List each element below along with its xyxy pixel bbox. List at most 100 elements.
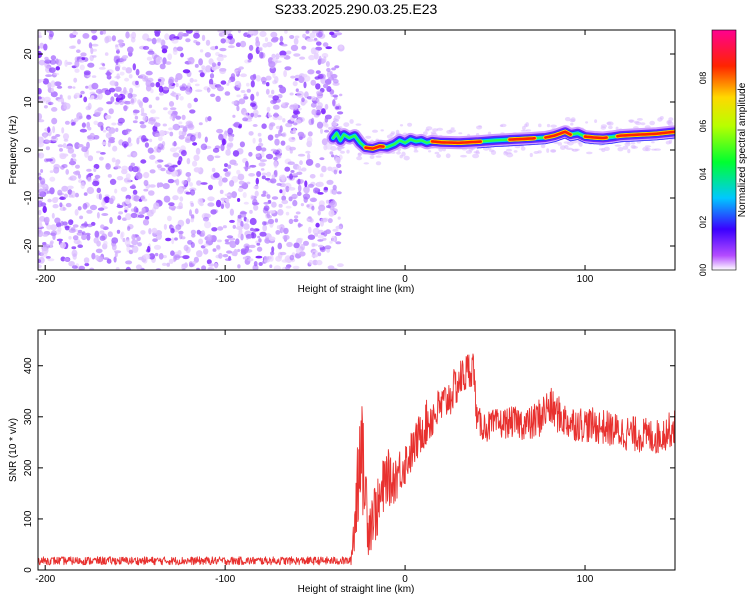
noise-speck <box>59 148 63 152</box>
noise-speck <box>253 113 258 118</box>
noise-speck <box>50 80 56 88</box>
noise-speck <box>184 124 191 129</box>
noise-speck <box>38 136 42 142</box>
noise-speck <box>229 180 235 187</box>
ridge-halo <box>505 148 513 152</box>
noise-speck <box>99 30 104 35</box>
noise-speck <box>43 43 48 51</box>
noise-speck <box>307 131 313 137</box>
noise-speck <box>115 267 120 270</box>
ridge-halo <box>636 118 643 121</box>
noise-speck <box>227 164 232 169</box>
ridge-halo <box>522 125 526 131</box>
noise-speck <box>211 62 217 68</box>
noise-speck <box>190 229 196 235</box>
noise-speck <box>86 209 93 214</box>
ridge-halo <box>355 123 362 126</box>
noise-speck <box>276 182 282 186</box>
noise-speck <box>166 262 170 267</box>
noise-speck <box>94 109 102 116</box>
colorbar-label: Normalized spectral amplitude <box>737 82 748 217</box>
noise-speck <box>168 202 175 207</box>
noise-speck <box>323 56 327 63</box>
colorbar-tick-label: 0.4 <box>698 168 708 181</box>
noise-speck <box>155 96 160 101</box>
noise-speck <box>49 187 55 195</box>
noise-speck <box>318 204 326 212</box>
noise-speck <box>198 70 204 73</box>
noise-speck <box>86 186 95 195</box>
noise-speck <box>243 93 247 97</box>
noise-speck <box>143 179 149 187</box>
noise-speck <box>80 181 85 190</box>
noise-speck <box>206 87 211 93</box>
noise-speck <box>42 78 50 85</box>
snr-plot <box>38 353 675 566</box>
noise-speck <box>196 250 203 258</box>
noise-speck <box>190 134 196 142</box>
noise-speck <box>85 85 89 89</box>
noise-speck <box>169 115 174 120</box>
noise-speck <box>292 81 298 87</box>
snr-ytick-label: 200 <box>23 459 34 476</box>
ridge-halo <box>567 141 574 146</box>
noise-speck <box>132 120 138 124</box>
noise-speck <box>263 259 271 263</box>
noise-speck <box>169 147 177 153</box>
noise-speck <box>69 175 77 181</box>
noise-speck <box>93 163 100 170</box>
noise-speck <box>220 80 227 85</box>
noise-speck <box>204 52 211 58</box>
noise-speck <box>170 228 175 234</box>
ridge-halo <box>564 117 571 122</box>
noise-speck <box>240 248 247 254</box>
colorbar: 0.0 0.2 0.4 0.6 0.8 Normalized spectral ampl… <box>698 29 748 276</box>
noise-speck <box>132 189 138 195</box>
noise-speck <box>288 218 294 225</box>
ridge-halo <box>500 123 507 128</box>
noise-speck <box>197 131 202 139</box>
noise-speck <box>221 138 226 146</box>
noise-speck <box>179 86 186 91</box>
noise-speck <box>274 60 282 63</box>
noise-speck <box>250 74 257 81</box>
noise-speck <box>67 95 72 100</box>
noise-speck <box>50 230 57 237</box>
noise-speck <box>213 172 220 178</box>
noise-speck <box>113 256 117 263</box>
noise-speck <box>249 164 257 168</box>
ridge-halo <box>396 151 401 155</box>
noise-speck <box>89 204 98 211</box>
noise-speck <box>317 234 324 239</box>
noise-speck <box>150 82 155 88</box>
ridge-halo <box>375 155 382 158</box>
noise-speck <box>132 152 137 157</box>
noise-speck <box>67 85 73 89</box>
ridge-halo <box>380 129 384 132</box>
noise-speck <box>186 157 191 165</box>
noise-speck <box>337 263 344 267</box>
noise-speck <box>227 33 233 40</box>
noise-speck <box>221 54 227 58</box>
noise-speck <box>142 219 150 226</box>
snr-ytick-label: 300 <box>23 408 34 425</box>
noise-speck <box>57 99 61 103</box>
noise-speck <box>91 43 99 47</box>
noise-speck <box>326 67 331 72</box>
noise-speck <box>255 145 262 151</box>
noise-speck <box>150 88 154 94</box>
noise-speck <box>148 228 152 235</box>
noise-speck <box>118 211 123 215</box>
noise-speck <box>185 191 191 195</box>
noise-speck <box>224 193 231 197</box>
noise-speck <box>316 121 324 129</box>
noise-speck <box>279 86 287 94</box>
noise-speck <box>291 114 299 119</box>
noise-speck <box>273 161 278 169</box>
ridge-halo <box>668 117 674 121</box>
spectrogram-ytick-label: 10 <box>23 96 34 108</box>
spectrogram-xtick-label: 100 <box>577 274 594 285</box>
noise-speck <box>181 130 187 137</box>
noise-speck <box>227 142 233 148</box>
noise-speck <box>219 67 227 75</box>
